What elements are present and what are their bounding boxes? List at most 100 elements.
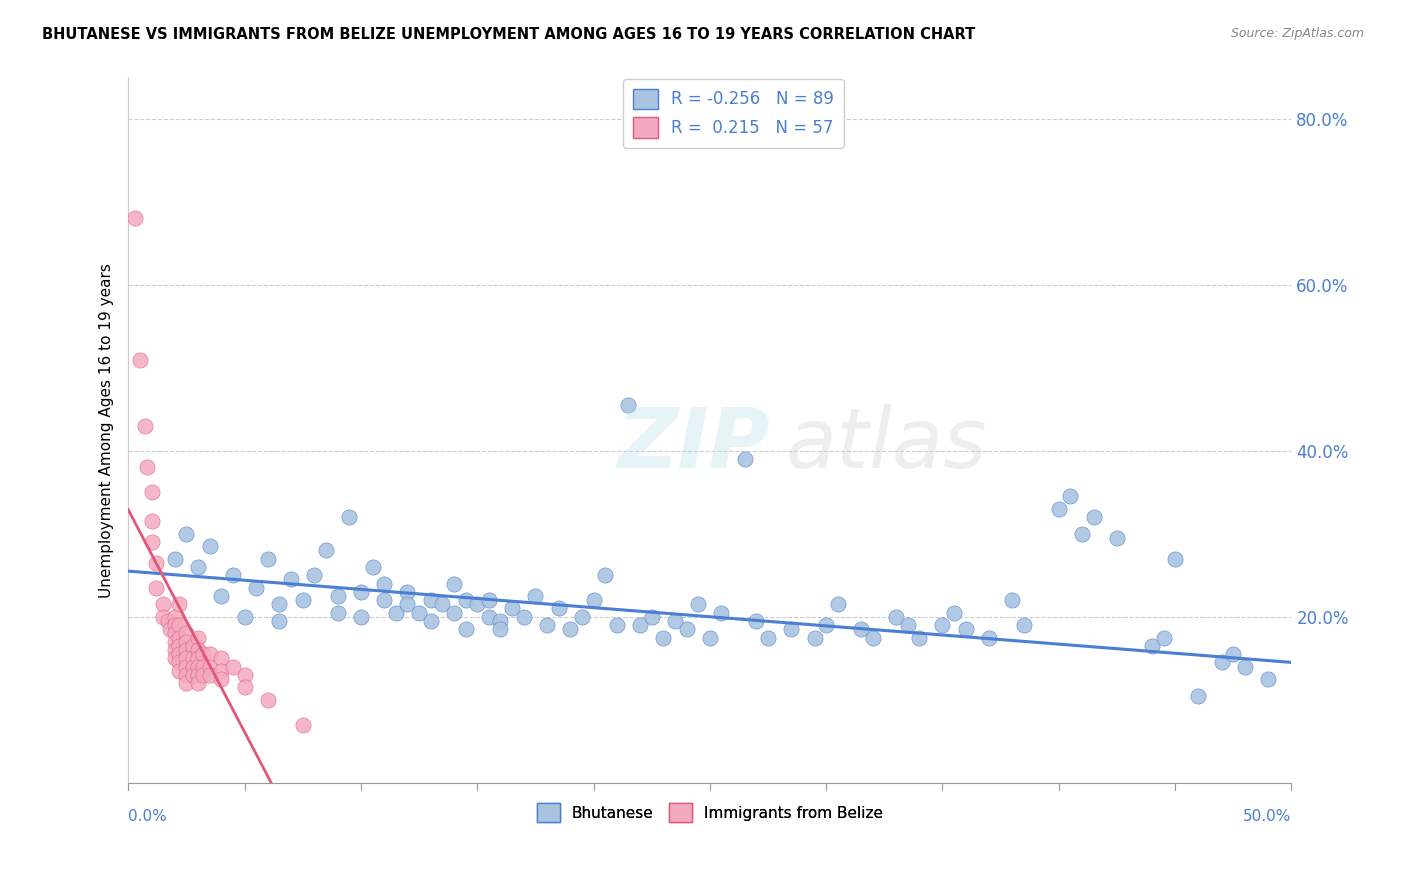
Point <box>675 622 697 636</box>
Point <box>141 535 163 549</box>
Point <box>233 680 256 694</box>
Point <box>443 606 465 620</box>
Point <box>849 622 872 636</box>
Point <box>222 659 245 673</box>
Point <box>1211 656 1233 670</box>
Point <box>326 589 349 603</box>
Point <box>1083 510 1105 524</box>
Point <box>897 618 920 632</box>
Point <box>756 631 779 645</box>
Point <box>191 668 214 682</box>
Text: 0.0%: 0.0% <box>128 810 167 824</box>
Point <box>908 631 931 645</box>
Point <box>191 659 214 673</box>
Point <box>176 651 198 665</box>
Point <box>187 659 209 673</box>
Point <box>617 398 640 412</box>
Point <box>198 539 221 553</box>
Point <box>198 647 221 661</box>
Point <box>862 631 884 645</box>
Point <box>245 581 267 595</box>
Point <box>209 589 232 603</box>
Point <box>191 647 214 661</box>
Legend: Bhutanese, Immigrants from Belize: Bhutanese, Immigrants from Belize <box>530 797 889 828</box>
Point <box>163 634 186 648</box>
Point <box>419 614 441 628</box>
Text: 50.0%: 50.0% <box>1243 810 1292 824</box>
Point <box>209 672 232 686</box>
Point <box>780 622 803 636</box>
Point <box>652 631 675 645</box>
Point <box>803 631 825 645</box>
Point <box>169 656 191 670</box>
Point <box>373 593 395 607</box>
Point <box>827 597 849 611</box>
Point <box>222 568 245 582</box>
Point <box>304 568 326 582</box>
Point <box>1257 672 1279 686</box>
Point <box>931 618 953 632</box>
Point <box>187 668 209 682</box>
Point <box>408 606 430 620</box>
Point <box>1047 502 1070 516</box>
Point <box>710 606 733 620</box>
Point <box>187 643 209 657</box>
Point <box>1059 490 1081 504</box>
Point <box>183 651 205 665</box>
Point <box>396 597 419 611</box>
Point <box>198 659 221 673</box>
Point <box>524 589 547 603</box>
Point <box>396 585 419 599</box>
Point <box>815 618 838 632</box>
Point <box>169 639 191 653</box>
Point <box>1105 531 1128 545</box>
Point <box>582 593 605 607</box>
Point <box>465 597 488 611</box>
Point <box>269 614 291 628</box>
Point <box>163 643 186 657</box>
Point <box>187 631 209 645</box>
Point <box>478 593 501 607</box>
Point <box>176 643 198 657</box>
Point <box>454 593 477 607</box>
Point <box>163 626 186 640</box>
Point <box>256 692 278 706</box>
Point <box>432 597 454 611</box>
Point <box>209 651 232 665</box>
Point <box>176 634 198 648</box>
Point <box>384 606 406 620</box>
Point <box>176 668 198 682</box>
Point <box>141 485 163 500</box>
Point <box>641 609 664 624</box>
Point <box>593 568 616 582</box>
Point <box>124 211 146 226</box>
Point <box>1071 526 1094 541</box>
Point <box>1187 689 1209 703</box>
Point <box>734 452 756 467</box>
Point <box>560 622 582 636</box>
Point <box>1164 551 1187 566</box>
Point <box>187 676 209 690</box>
Point <box>187 651 209 665</box>
Point <box>1001 593 1024 607</box>
Point <box>169 631 191 645</box>
Point <box>163 609 186 624</box>
Point <box>159 622 181 636</box>
Point <box>454 622 477 636</box>
Point <box>489 622 512 636</box>
Point <box>233 668 256 682</box>
Y-axis label: Unemployment Among Ages 16 to 19 years: Unemployment Among Ages 16 to 19 years <box>100 262 114 598</box>
Point <box>135 460 157 475</box>
Point <box>489 614 512 628</box>
Point <box>152 609 174 624</box>
Point <box>1222 647 1244 661</box>
Point <box>183 659 205 673</box>
Point <box>163 651 186 665</box>
Point <box>943 606 966 620</box>
Point <box>233 609 256 624</box>
Point <box>745 614 768 628</box>
Point <box>501 601 523 615</box>
Point <box>269 597 291 611</box>
Point <box>547 601 569 615</box>
Point <box>373 576 395 591</box>
